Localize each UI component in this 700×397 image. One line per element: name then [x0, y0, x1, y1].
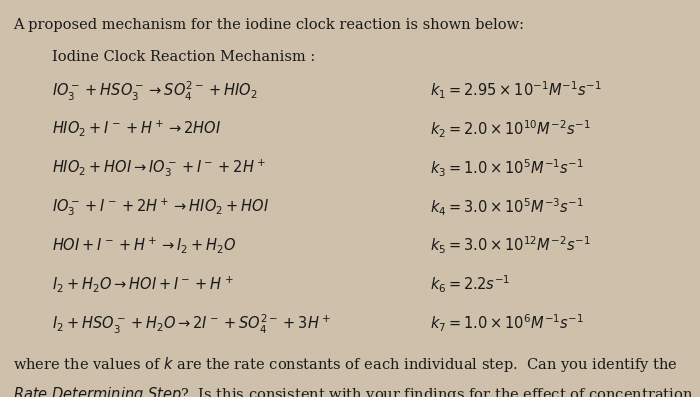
Text: $k_7 = 1.0 \times 10^{6} M^{-1}s^{-1}$: $k_7 = 1.0 \times 10^{6} M^{-1}s^{-1}$: [430, 313, 584, 334]
Text: A proposed mechanism for the iodine clock reaction is shown below:: A proposed mechanism for the iodine cloc…: [13, 18, 524, 32]
Text: $k_6 = 2.2 s^{-1}$: $k_6 = 2.2 s^{-1}$: [430, 274, 511, 295]
Text: $I_2 + HSO_3^- + H_2O \rightarrow 2I^- + SO_4^{2-} + 3H^+$: $I_2 + HSO_3^- + H_2O \rightarrow 2I^- +…: [52, 313, 331, 336]
Text: $HOI + I^- + H^+ \rightarrow I_2 + H_2O$: $HOI + I^- + H^+ \rightarrow I_2 + H_2O$: [52, 235, 237, 255]
Text: $\it{Rate\ Determining\ Step}$?  Is this consistent with your findings for the e: $\it{Rate\ Determining\ Step}$? Is this …: [13, 385, 693, 397]
Text: $k_5 = 3.0 \times 10^{12} M^{-2}s^{-1}$: $k_5 = 3.0 \times 10^{12} M^{-2}s^{-1}$: [430, 235, 591, 256]
Text: $I_2 + H_2O \rightarrow HOI + I^- + H^+$: $I_2 + H_2O \rightarrow HOI + I^- + H^+$: [52, 274, 234, 294]
Text: $IO_3^- + HSO_3^- \rightarrow SO_4^{2-} + HIO_2$: $IO_3^- + HSO_3^- \rightarrow SO_4^{2-} …: [52, 79, 258, 102]
Text: $HIO_2 + HOI \rightarrow IO_3^- + I^- + 2H^+$: $HIO_2 + HOI \rightarrow IO_3^- + I^- + …: [52, 157, 267, 179]
Text: $k_1 = 2.95 \times 10^{-1}M^{-1}s^{-1}$: $k_1 = 2.95 \times 10^{-1}M^{-1}s^{-1}$: [430, 79, 603, 101]
Text: $k_4 = 3.0 \times 10^{5} M^{-3}s^{-1}$: $k_4 = 3.0 \times 10^{5} M^{-3}s^{-1}$: [430, 196, 584, 218]
Text: $HIO_2 + I^- + H^+ \rightarrow 2HOI$: $HIO_2 + I^- + H^+ \rightarrow 2HOI$: [52, 118, 221, 138]
Text: Iodine Clock Reaction Mechanism :: Iodine Clock Reaction Mechanism :: [52, 50, 316, 64]
Text: $k_3 = 1.0 \times 10^{5} M^{-1}s^{-1}$: $k_3 = 1.0 \times 10^{5} M^{-1}s^{-1}$: [430, 157, 584, 179]
Text: where the values of $k$ are the rate constants of each individual step.  Can you: where the values of $k$ are the rate con…: [13, 355, 678, 374]
Text: $IO_3^- + I^- + 2H^+ \rightarrow HIO_2 + HOI$: $IO_3^- + I^- + 2H^+ \rightarrow HIO_2 +…: [52, 196, 270, 218]
Text: $k_2 = 2.0 \times 10^{10} M^{-2}s^{-1}$: $k_2 = 2.0 \times 10^{10} M^{-2}s^{-1}$: [430, 118, 591, 140]
